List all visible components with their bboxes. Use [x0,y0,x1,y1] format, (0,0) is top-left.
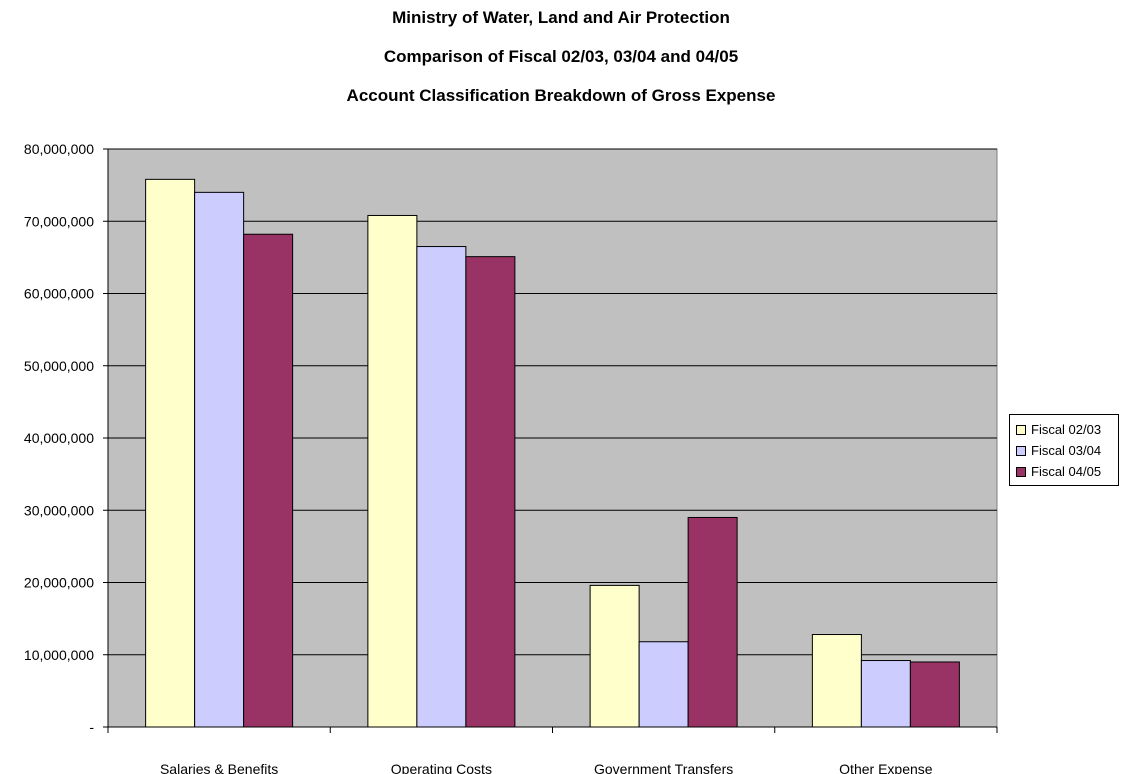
bar [194,191,245,728]
chart-subtitle-2: Account Classification Breakdown of Gros… [346,86,776,105]
bar [811,634,862,728]
x-tick-label: Salaries & Benefits [160,761,278,774]
y-tick-label: 30,000,000 [24,502,94,518]
legend-item: Fiscal 04/05 [1016,461,1118,482]
y-tick-label: - [89,719,94,735]
x-tick-label: Government Transfers [594,761,733,774]
legend: Fiscal 02/03 Fiscal 03/04 Fiscal 04/05 [1009,414,1119,486]
bar [589,584,640,728]
legend-item: Fiscal 03/04 [1016,440,1118,461]
legend-swatch [1016,424,1026,435]
y-tick-label: 70,000,000 [24,213,94,229]
legend-swatch [1016,445,1026,456]
chart-subtitle: Comparison of Fiscal 02/03, 03/04 and 04… [383,47,739,66]
y-tick-label: 20,000,000 [24,575,94,591]
bar [638,641,689,728]
legend-label: Fiscal 04/05 [1031,464,1102,479]
legend-item: Fiscal 02/03 [1016,419,1118,440]
legend-label: Fiscal 02/03 [1031,422,1102,437]
legend-label: Fiscal 03/04 [1031,443,1102,458]
x-tick-label: Operating Costs [391,761,492,774]
x-tick-label: Other Expense [839,761,933,774]
y-tick-label: 40,000,000 [24,430,94,446]
bar [416,246,467,728]
bar [687,516,738,728]
bar [465,256,516,728]
y-tick-label: 10,000,000 [24,647,94,663]
chart-title: Ministry of Water, Land and Air Protecti… [392,8,730,27]
y-tick-label: 60,000,000 [24,286,94,302]
legend-swatch [1016,466,1026,477]
bar [243,233,294,728]
bar [860,660,911,728]
y-tick-label: 50,000,000 [24,358,94,374]
bar [909,661,960,728]
bar [367,214,418,728]
y-tick-label: 80,000,000 [24,141,94,157]
bar [145,178,196,728]
